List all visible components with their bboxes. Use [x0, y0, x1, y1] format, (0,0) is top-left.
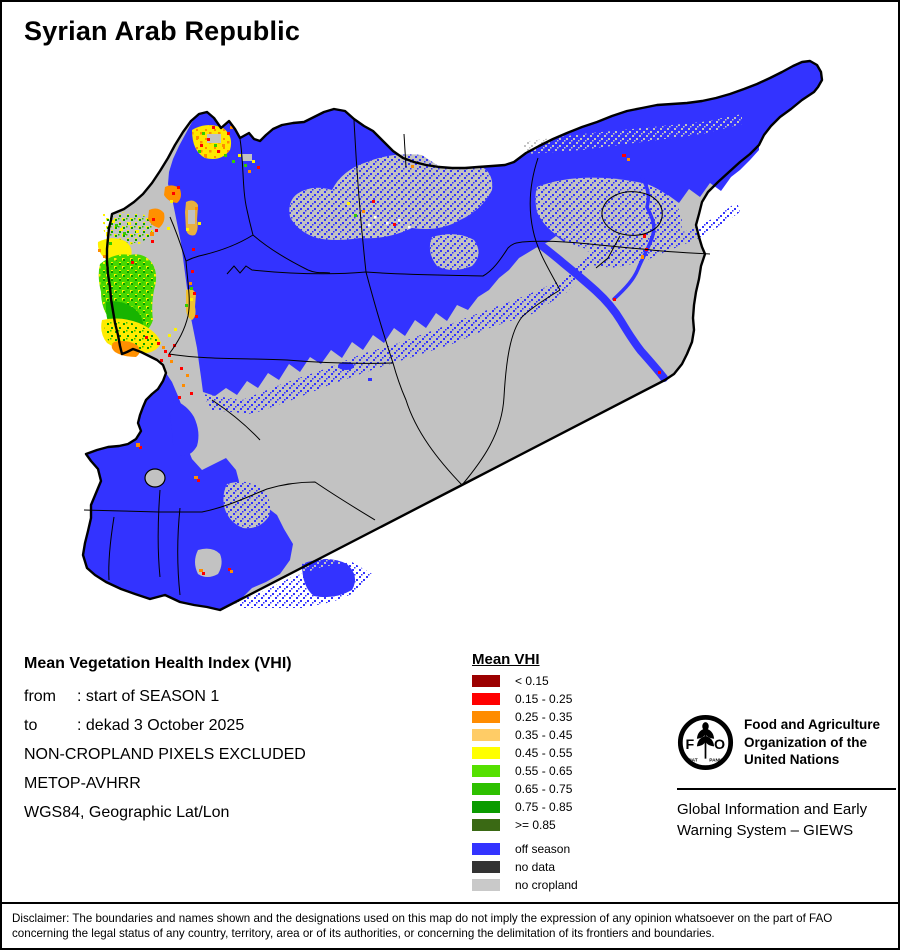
legend-swatch: [472, 843, 500, 855]
legend-swatch: [472, 711, 500, 723]
legend-row: 0.25 - 0.35: [472, 710, 578, 724]
off-season-north-region: [168, 61, 822, 396]
legend-label: off season: [515, 842, 571, 856]
damascus-enclave: [144, 468, 166, 488]
fao-logo-letter-f: F: [686, 737, 695, 753]
fao-logo-letter-o: O: [714, 737, 725, 753]
legend-label: >= 0.85: [515, 818, 556, 832]
disclaimer: Disclaimer: The boundaries and names sho…: [2, 902, 898, 941]
legend-swatch: [472, 729, 500, 741]
legend-row: 0.55 - 0.65: [472, 764, 578, 778]
branding-block: F O FIAT PANIS Food and Agriculture Orga…: [677, 714, 896, 841]
fao-motto-left: FIAT: [687, 758, 697, 764]
legend-row: < 0.15: [472, 674, 578, 688]
legend-swatch: [472, 747, 500, 759]
legend-label: 0.25 - 0.35: [515, 710, 573, 724]
country-outline: [81, 59, 824, 612]
legend-swatch: [472, 783, 500, 795]
legend-label: no cropland: [515, 878, 578, 892]
legend-title: Mean VHI: [472, 651, 540, 668]
wheat-ear-icon: [696, 722, 715, 759]
info-line-projection: WGS84, Geographic Lat/Lon: [24, 804, 230, 821]
speckle-bands: [202, 114, 742, 414]
legend-label: 0.55 - 0.65: [515, 764, 573, 778]
legend-row: 0.15 - 0.25: [472, 692, 578, 706]
legend-row: >= 0.85: [472, 818, 578, 832]
southeast-speckle: [232, 362, 372, 608]
afrin-vegetation-cluster: [164, 124, 252, 320]
legend-row: 0.35 - 0.45: [472, 728, 578, 742]
to-value: : dekad 3 October 2025: [77, 717, 245, 734]
legend-swatch: [472, 675, 500, 687]
rivers: [533, 175, 668, 382]
legend-row: 0.45 - 0.55: [472, 746, 578, 760]
no-data-white-pixels: [368, 216, 411, 229]
page-title: Syrian Arab Republic: [24, 16, 301, 46]
fao-logo-icon: F O FIAT PANIS: [677, 714, 734, 771]
legend-row: 0.65 - 0.75: [472, 782, 578, 796]
legend-label: 0.75 - 0.85: [515, 800, 573, 814]
qalamoun-off-season: [170, 400, 199, 456]
vhi-orange-pixels: [98, 126, 644, 573]
period-to-row: to : dekad 3 October 2025: [24, 717, 306, 735]
from-value: : start of SEASON 1: [77, 688, 220, 705]
fao-motto-right: PANIS: [709, 758, 723, 764]
governorate-boundaries: [83, 119, 711, 596]
khabur-river: [612, 175, 656, 301]
legend-swatch: [472, 801, 500, 813]
legend-swatch: [472, 693, 500, 705]
vhi-green-pixels: [109, 132, 357, 307]
legend-row: 0.75 - 0.85: [472, 800, 578, 814]
branding-divider: [677, 788, 896, 790]
period-from-row: from : start of SEASON 1: [24, 688, 306, 706]
legend-swatch: [472, 765, 500, 777]
legend-swatch: [472, 879, 500, 891]
map-info-block: Mean Vegetation Health Index (VHI) from:…: [24, 655, 306, 833]
legend-row-no-cropland: no cropland: [472, 878, 578, 892]
legend: Mean VHI < 0.15 0.15 - 0.25 0.25 - 0.35 …: [472, 651, 578, 897]
legend-label: 0.35 - 0.45: [515, 728, 573, 742]
legend-row-no-data: no data: [472, 860, 578, 874]
to-label: to: [24, 717, 38, 734]
info-line-sensor: METOP-AVHRR: [24, 775, 141, 792]
legend-label: < 0.15: [515, 674, 549, 688]
legend-row-off-season: off season: [472, 842, 578, 856]
legend-swatch: [472, 861, 500, 873]
off-season-southwest-region: [83, 373, 293, 610]
legend-label: 0.15 - 0.25: [515, 692, 573, 706]
giews-name: Global Information and Early Warning Sys…: [677, 801, 868, 839]
info-line-cropland: NON-CROPLAND PIXELS EXCLUDED: [24, 746, 306, 763]
legend-label: no data: [515, 860, 556, 874]
legend-label: 0.65 - 0.75: [515, 782, 573, 796]
legend-label: 0.45 - 0.55: [515, 746, 573, 760]
from-label: from: [24, 688, 56, 705]
legend-swatch: [472, 819, 500, 831]
fao-org-name: Food and Agriculture Organization of the…: [744, 717, 880, 768]
map-info-title: Mean Vegetation Health Index (VHI): [24, 655, 292, 672]
euphrates-river: [533, 238, 668, 382]
